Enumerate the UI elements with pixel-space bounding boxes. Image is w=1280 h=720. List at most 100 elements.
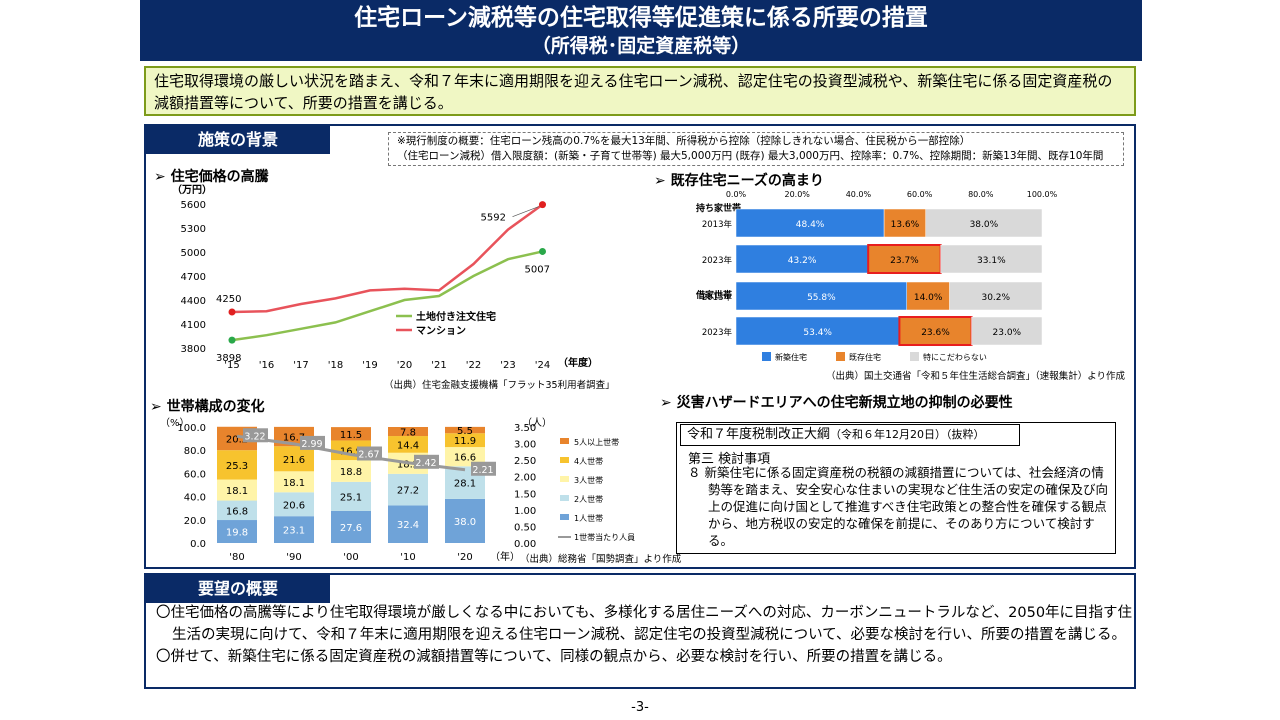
stock-group-label: 借家世帯 (695, 289, 732, 301)
household-bar (331, 460, 371, 482)
household-legend-swatch (560, 514, 569, 520)
price-y-tick: 4400 (181, 296, 206, 307)
household-bar (217, 479, 257, 501)
household-bar (217, 450, 257, 480)
household-bar-label: 16.9 (340, 446, 362, 457)
household-bar (445, 498, 485, 543)
household-legend-label: 2人世帯 (574, 494, 603, 504)
section-hazard-title: ➢ 災害ハザードエリアへの住宅新規立地の抑制の必要性 (660, 395, 1013, 411)
household-bar (274, 471, 314, 493)
household-line-label-bg (300, 435, 325, 450)
stock-bar-label: 23.7% (890, 256, 919, 266)
price-x-tick: '17 (293, 360, 308, 371)
stock-bar (735, 316, 900, 346)
household-legend-label: 4人世帯 (574, 456, 603, 466)
request-tab: 要望の概要 (146, 575, 330, 603)
request-panel: 要望の概要 (144, 573, 1136, 689)
household-y2-tick: 2.00 (514, 473, 536, 484)
stock-bar-label: 48.4% (796, 220, 825, 230)
household-source: （出典）総務省「国勢調査」より作成 (520, 554, 682, 565)
price-y-tick: 3800 (181, 344, 206, 355)
household-y2-tick: 3.00 (514, 440, 536, 451)
household-bar (274, 492, 314, 517)
household-y-unit-right: （人） (522, 417, 552, 429)
household-bar (331, 510, 371, 543)
household-line-label-bg (414, 454, 439, 469)
household-bar-label: 11.9 (454, 436, 476, 447)
household-bar-label: 16.7 (283, 433, 305, 444)
household-bar-label: 28.1 (454, 479, 476, 490)
current-system-note: ※現行制度の概要：住宅ローン残高の0.7%を最大13年間、所得税から控除（控除し… (388, 132, 1124, 166)
stock-bar (940, 244, 1043, 274)
household-legend-swatch (560, 438, 569, 444)
stock-bar-label: 55.8% (807, 293, 836, 303)
household-bar-label: 27.2 (397, 486, 419, 497)
price-x-tick: '24 (535, 360, 550, 371)
price-point-start (228, 308, 236, 316)
stock-legend-swatch (836, 352, 845, 361)
household-bar-label: 18.1 (283, 478, 305, 489)
stock-legend-swatch (910, 352, 919, 361)
price-source: （出典）住宅金融支援機構「フラット35利用者調査」 (384, 380, 615, 391)
price-x-tick: '15 (224, 360, 239, 371)
request-list: 〇住宅価格の高騰等により住宅取得環境が厳しくなる中においても、多様化する居住ニー… (156, 602, 1136, 668)
household-bar (388, 427, 428, 437)
stock-bar-label: 30.2% (981, 293, 1010, 303)
price-legend-label: 土地付き注文住宅 (416, 310, 496, 323)
household-bar-label: 14.4 (397, 440, 419, 451)
tax-reform-title: 令和７年度税制改正大綱（令和６年12月20日）（抜粋） (680, 424, 1020, 446)
section-stock-title: ➢ 既存住宅ニーズの高まり (654, 173, 824, 189)
household-bar (217, 500, 257, 521)
tax-reform-title-note: （令和６年12月20日）（抜粋） (830, 428, 985, 441)
section-household-title: ➢ 世帯構成の変化 (150, 399, 265, 415)
household-bar-label: 20.2 (226, 434, 248, 445)
household-bar-label: 16.8 (226, 506, 248, 517)
stock-bar-label: 38.0% (970, 220, 999, 230)
household-bar (388, 505, 428, 543)
price-y-tick: 5000 (181, 248, 206, 259)
household-legend-label: 3人世帯 (574, 475, 603, 485)
household-x-unit: （年） (490, 550, 520, 563)
section-price-title: ➢ 住宅価格の高騰 (154, 169, 269, 185)
stock-bar-label: 23.0% (993, 328, 1022, 338)
stock-axis-tick: 0.0% (726, 190, 747, 199)
price-series-line-1 (231, 250, 543, 342)
stock-row-label: 2023年 (702, 255, 733, 266)
household-chart: （%） （人） 0.0 20.0 40.0 60.0 80.0 100.0 0.00 0.50 1.… (160, 417, 635, 563)
price-legend-label: マンション (416, 325, 466, 337)
stock-row-label: 2023年 (702, 327, 733, 338)
price-x-tick: '19 (362, 360, 377, 371)
stock-bar (735, 208, 885, 238)
household-y2-tick: 3.50 (514, 423, 536, 434)
household-bar-label: 25.1 (340, 492, 362, 503)
household-line-label: 2.99 (301, 439, 322, 450)
request-item: 〇併せて、新築住宅に係る固定資産税の減額措置等について、同様の観点から、必要な検… (156, 649, 952, 665)
household-bar-label: 19.8 (226, 528, 248, 539)
tax-reform-subheading: 第三 検討事項 (688, 452, 771, 467)
price-label: 4250 (216, 294, 241, 305)
stock-legend-label: 既存住宅 (849, 352, 881, 362)
household-bar (274, 516, 314, 543)
household-y2-tick: 2.50 (514, 456, 536, 467)
stock-bar (971, 316, 1043, 346)
stock-group-label: 持ち家世帯 (696, 202, 741, 214)
household-line-label: 2.42 (415, 458, 436, 469)
price-x-tick: '23 (500, 360, 515, 371)
stock-row-label: 2013年 (702, 219, 733, 230)
household-y-tick: 80.0 (184, 446, 206, 457)
household-bar-label: 18.2 (397, 459, 419, 470)
household-legend-label: 1世帯当たり人員 (574, 532, 635, 542)
household-y-unit-left: （%） (160, 417, 190, 429)
price-x-tick: '16 (259, 360, 274, 371)
stock-row-label: 2013年 (702, 292, 733, 303)
stock-axis-tick: 40.0% (846, 190, 872, 199)
stock-source: （出典）国土交通省「令和５年住生活総合調査」（速報集計）より作成 (826, 371, 1126, 382)
household-y-tick: 40.0 (184, 493, 206, 504)
household-bar (445, 447, 485, 467)
household-bar-label: 11.5 (340, 430, 362, 441)
stock-bar-label: 14.0% (914, 293, 943, 303)
household-bar (331, 481, 371, 511)
household-bar-label: 7.8 (400, 428, 416, 439)
household-bar-label: 18.8 (340, 467, 362, 478)
price-point-end (539, 247, 546, 255)
